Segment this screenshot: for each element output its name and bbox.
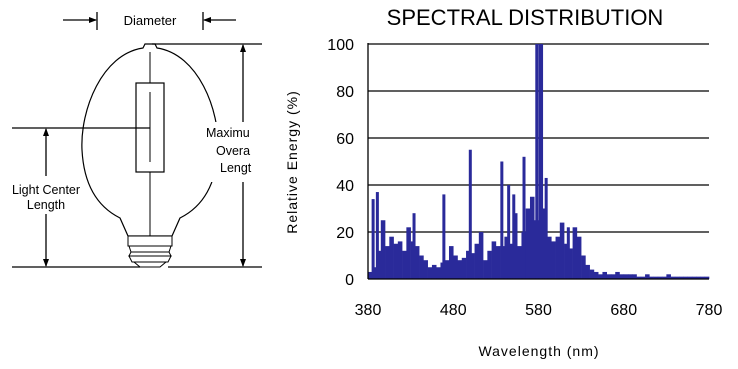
x-tick-label-680: 680 [610,302,637,319]
spectrum-bar-580 [539,44,544,279]
y-tick-label-40: 40 [336,178,354,195]
spectrum-bar-595 [551,241,556,279]
spectrum-bar-645 [594,272,599,279]
spectrum-spike-434 [413,213,416,279]
bulb-base [128,236,172,267]
x-tick-label-780: 780 [696,302,723,319]
spectrum-bar-400 [385,246,390,279]
chart-bars [368,44,709,279]
spectrum-bar-470 [445,260,450,279]
spectrum-bar-630 [581,256,586,280]
y-tick-label-60: 60 [336,131,354,148]
y-tick-label-20: 20 [336,225,354,242]
chart-title: SPECTRAL DISTRIBUTION [387,5,664,30]
diameter-left-arrowhead [89,17,97,23]
diameter-right-arrowhead [203,17,211,23]
max-length-label-line1: Maximu [206,126,250,140]
spectrum-bar-675 [619,274,624,279]
spectrum-bar-475 [449,246,454,279]
spectrum-bar-635 [585,265,590,279]
spectrum-bar-485 [458,260,463,279]
spectrum-bar-620 [573,227,578,279]
light-center-label-line2: Length [27,198,65,212]
spectrum-bar-600 [556,237,561,279]
spectrum-bar-605 [560,223,565,279]
spectrum-bar-590 [547,237,552,279]
spectral-chart: SPECTRAL DISTRIBUTION Relative Energy (%… [284,5,722,359]
spectrum-bar-685 [628,274,633,279]
x-tick-labels: 380 480 580 680 780 [355,302,723,319]
spectrum-bar-440 [419,256,424,280]
max-length-bottom-arrowhead [240,259,246,267]
y-tick-label-80: 80 [336,84,354,101]
y-tick-labels: 0 20 40 60 80 100 [327,37,354,289]
spectrum-bar-515 [483,260,488,279]
spectrum-spike-545 [507,185,510,279]
y-tick-label-100: 100 [327,37,354,54]
spectrum-bar-690 [632,274,637,279]
y-axis-label: Relative Energy (%) [284,90,300,234]
spectrum-bar-570 [530,197,535,279]
spectrum-spike-578 [535,44,538,279]
spectrum-bar-445 [423,260,428,279]
spectrum-bar-650 [598,274,603,279]
spectrum-bar-565 [526,209,531,280]
spectrum-bar-655 [602,272,607,279]
spectrum-spike-563 [523,157,526,279]
spectrum-bar-425 [406,227,411,279]
spectrum-bar-415 [398,241,403,279]
x-axis-label: Wavelength (nm) [478,343,599,359]
spectrum-bar-420 [402,251,407,279]
spectrum-bar-505 [475,244,480,279]
light-center-label-line1: Light Center [12,183,80,197]
spectrum-bar-525 [492,241,497,279]
max-length-label-line2: Overa [216,144,250,158]
spectrum-bar-730 [666,274,671,279]
spectrum-spike-391 [376,192,379,279]
spectrum-bar-510 [479,232,484,279]
spectrum-bar-455 [432,265,437,279]
spectrum-bar-680 [624,274,629,279]
spectrum-bar-555 [517,246,522,279]
spectrum-bar-520 [487,251,492,279]
spectrum-bar-640 [590,270,595,279]
spectrum-spike-537 [500,162,503,280]
y-tick-label-0: 0 [345,272,354,289]
lamp-diagram: Diameter Light Center Length [12,12,262,267]
spectrum-bar-665 [611,274,616,279]
spectrum-bar-670 [615,272,620,279]
spectrum-bar-410 [394,244,399,279]
spectrum-bar-530 [496,246,501,279]
light-center-top-arrowhead [43,128,49,136]
spectrum-spike-551 [512,194,515,279]
spectrum-bar-395 [381,220,386,279]
spectrum-bar-450 [428,267,433,279]
spectrum-bar-625 [577,237,582,279]
spectrum-bar-405 [389,237,394,279]
x-tick-label-480: 480 [440,302,467,319]
max-length-top-arrowhead [240,44,246,52]
spectrum-spike-469 [442,194,445,279]
spectrum-spike-615 [567,227,570,279]
diameter-label: Diameter [124,13,177,28]
max-length-label-line3: Lengt [220,161,252,175]
spectrum-bar-435 [415,246,420,279]
light-center-bottom-arrowhead [43,259,49,267]
spectrum-spike-386 [372,199,375,279]
arc-tube [136,52,164,236]
spectrum-spike-589 [545,178,548,279]
spectrum-bar-460 [436,267,441,279]
spectrum-bar-660 [607,274,612,279]
x-tick-label-580: 580 [525,302,552,319]
spectrum-spike-500 [469,150,472,279]
spectrum-bar-480 [453,256,458,280]
spectrum-bar-705 [645,274,650,279]
spectrum-bar-490 [462,258,467,279]
x-tick-label-380: 380 [355,302,382,319]
